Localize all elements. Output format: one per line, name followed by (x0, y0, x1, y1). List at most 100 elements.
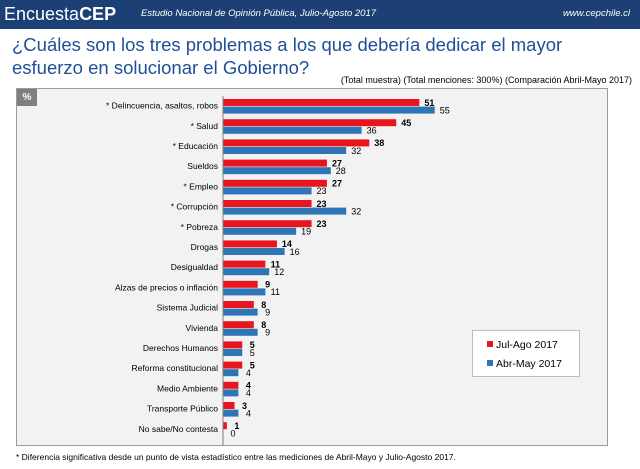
bar-jul-ago-transporte-público (223, 402, 235, 409)
value-label-abr-may-sistema-judicial: 9 (265, 307, 270, 317)
category-label-sueldos: Sueldos (187, 161, 218, 171)
value-label-jul-ago-no-sabe-no-contesta: 1 (234, 421, 239, 431)
value-label-abr-may-desigualdad: 12 (274, 267, 284, 277)
brand-logo: EncuestaCEP (4, 3, 116, 25)
value-label-jul-ago-sueldos: 27 (332, 158, 342, 168)
category-label-transporte-público: Transporte Público (147, 404, 218, 414)
category-label-medio-ambiente: Medio Ambiente (157, 383, 218, 393)
bar-abr-may-salud (223, 126, 362, 134)
website-link[interactable]: www.cepchile.cl (562, 8, 630, 19)
value-label-abr-may-drogas: 16 (290, 247, 300, 257)
bar-jul-ago-pobreza (223, 220, 312, 228)
value-label-jul-ago-delincuencia-asaltos-robos: 51 (424, 98, 434, 108)
category-label-vivienda: Vivienda (186, 323, 219, 333)
value-label-jul-ago-reforma-constitucional: 5 (250, 360, 255, 370)
value-label-jul-ago-desigualdad: 11 (271, 259, 281, 269)
legend-swatch-abr-may (487, 360, 493, 366)
category-label-no-sabe-no-contesta: No sabe/No contesta (139, 424, 219, 434)
legend-label-jul-ago: Jul-Ago 2017 (496, 339, 558, 351)
bar-abr-may-transporte-público (223, 409, 239, 417)
value-label-abr-may-sueldos: 28 (336, 166, 346, 176)
value-label-jul-ago-medio-ambiente: 4 (246, 381, 251, 391)
value-label-abr-may-no-sabe-no-contesta: 0 (230, 429, 235, 439)
value-label-abr-may-transporte-público: 4 (246, 408, 251, 418)
bar-jul-ago-derechos-humanos (223, 341, 243, 349)
percent-badge: % (17, 89, 37, 106)
question-title: ¿Cuáles son los tres problemas a los que… (12, 34, 563, 78)
header-bar: EncuestaCEP Estudio Nacional de Opinión … (0, 0, 640, 29)
chart-subtitle: (Total muestra) (Total menciones: 300%) … (340, 75, 632, 85)
value-label-abr-may-pobreza: 19 (301, 227, 311, 237)
value-label-abr-may-vivienda: 9 (265, 328, 270, 338)
legend-item-jul-ago: Jul-Ago 2017 (487, 339, 558, 351)
legend-item-abr-may: Abr-May 2017 (487, 358, 562, 370)
value-label-jul-ago-salud: 45 (401, 118, 411, 128)
value-label-jul-ago-empleo: 27 (332, 179, 342, 189)
bar-jul-ago-medio-ambiente (223, 381, 239, 389)
bar-jul-ago-salud (223, 119, 397, 127)
value-label-abr-may-derechos-humanos: 5 (250, 348, 255, 358)
bar-jul-ago-empleo (223, 179, 327, 187)
category-label-derechos-humanos: Derechos Humanos (143, 343, 218, 353)
category-label-salud: * Salud (191, 121, 219, 131)
value-label-jul-ago-drogas: 14 (282, 239, 292, 249)
category-label-delincuencia-asaltos-robos: * Delincuencia, asaltos, robos (106, 101, 218, 111)
value-label-jul-ago-corrupción: 23 (317, 199, 327, 209)
bar-abr-may-alzas-de-precios-o-inflación (223, 288, 266, 296)
bar-jul-ago-vivienda (223, 321, 254, 329)
category-label-pobreza: * Pobreza (181, 222, 219, 232)
bar-abr-may-empleo (223, 187, 312, 195)
category-label-drogas: Drogas (191, 242, 218, 252)
bar-abr-may-pobreza (223, 227, 297, 235)
legend-label-abr-may: Abr-May 2017 (496, 358, 562, 370)
bar-jul-ago-alzas-de-precios-o-inflación (223, 280, 258, 288)
value-label-abr-may-salud: 36 (367, 126, 377, 136)
bar-jul-ago-sueldos (223, 159, 327, 167)
value-label-jul-ago-transporte-público: 3 (242, 401, 247, 411)
value-label-jul-ago-derechos-humanos: 5 (250, 340, 255, 350)
value-label-abr-may-educación: 32 (351, 146, 361, 156)
category-label-reforma-constitucional: Reforma constitucional (132, 363, 219, 373)
bar-jul-ago-delincuencia-asaltos-robos (223, 99, 420, 106)
category-label-corrupción: * Corrupción (171, 202, 219, 212)
bar-abr-may-delincuencia-asaltos-robos (223, 106, 435, 114)
value-label-jul-ago-pobreza: 23 (317, 219, 327, 229)
value-label-jul-ago-vivienda: 8 (261, 320, 266, 330)
bar-abr-may-corrupción (223, 207, 347, 215)
category-label-alzas-de-precios-o-inflación: Alzas de precios o inflación (115, 282, 218, 292)
bar-jul-ago-reforma-constitucional (223, 361, 243, 369)
footnote: * Diferencia significativa desde un punt… (16, 452, 456, 462)
category-label-empleo: * Empleo (184, 181, 219, 191)
value-label-abr-may-empleo: 23 (317, 186, 327, 196)
bar-jul-ago-desigualdad (223, 260, 266, 268)
bar-abr-may-vivienda (223, 328, 258, 336)
legend: Jul-Ago 2017 Abr-May 2017 (472, 330, 580, 377)
value-label-abr-may-medio-ambiente: 4 (246, 388, 251, 398)
bar-abr-may-educación (223, 147, 347, 154)
bar-abr-may-desigualdad (223, 268, 270, 276)
value-label-abr-may-reforma-constitucional: 4 (246, 368, 251, 378)
value-label-abr-may-corrupción: 32 (351, 206, 361, 216)
category-label-educación: * Educación (173, 141, 219, 151)
bar-abr-may-derechos-humanos (223, 349, 243, 356)
value-label-abr-may-alzas-de-precios-o-inflación: 11 (271, 287, 280, 297)
bar-abr-may-sueldos (223, 167, 331, 175)
category-label-desigualdad: Desigualdad (171, 262, 219, 272)
bar-abr-may-medio-ambiente (223, 389, 239, 397)
category-label-sistema-judicial: Sistema Judicial (157, 303, 219, 313)
value-label-abr-may-delincuencia-asaltos-robos: 55 (440, 105, 450, 115)
value-label-jul-ago-educación: 38 (374, 138, 384, 148)
bar-abr-may-reforma-constitucional (223, 369, 239, 377)
bar-jul-ago-sistema-judicial (223, 301, 254, 308)
bar-jul-ago-no-sabe-no-contesta (223, 422, 227, 430)
legend-swatch-jul-ago (487, 341, 493, 347)
bar-abr-may-drogas (223, 248, 285, 255)
brand-main: Encuesta (4, 4, 80, 24)
bar-jul-ago-educación (223, 139, 370, 147)
bar-abr-may-sistema-judicial (223, 308, 258, 316)
study-title: Estudio Nacional de Opinión Pública, Jul… (141, 8, 377, 19)
value-label-jul-ago-alzas-de-precios-o-inflación: 9 (265, 280, 270, 290)
brand-bold: CEP (79, 4, 117, 24)
bar-jul-ago-drogas (223, 240, 277, 248)
